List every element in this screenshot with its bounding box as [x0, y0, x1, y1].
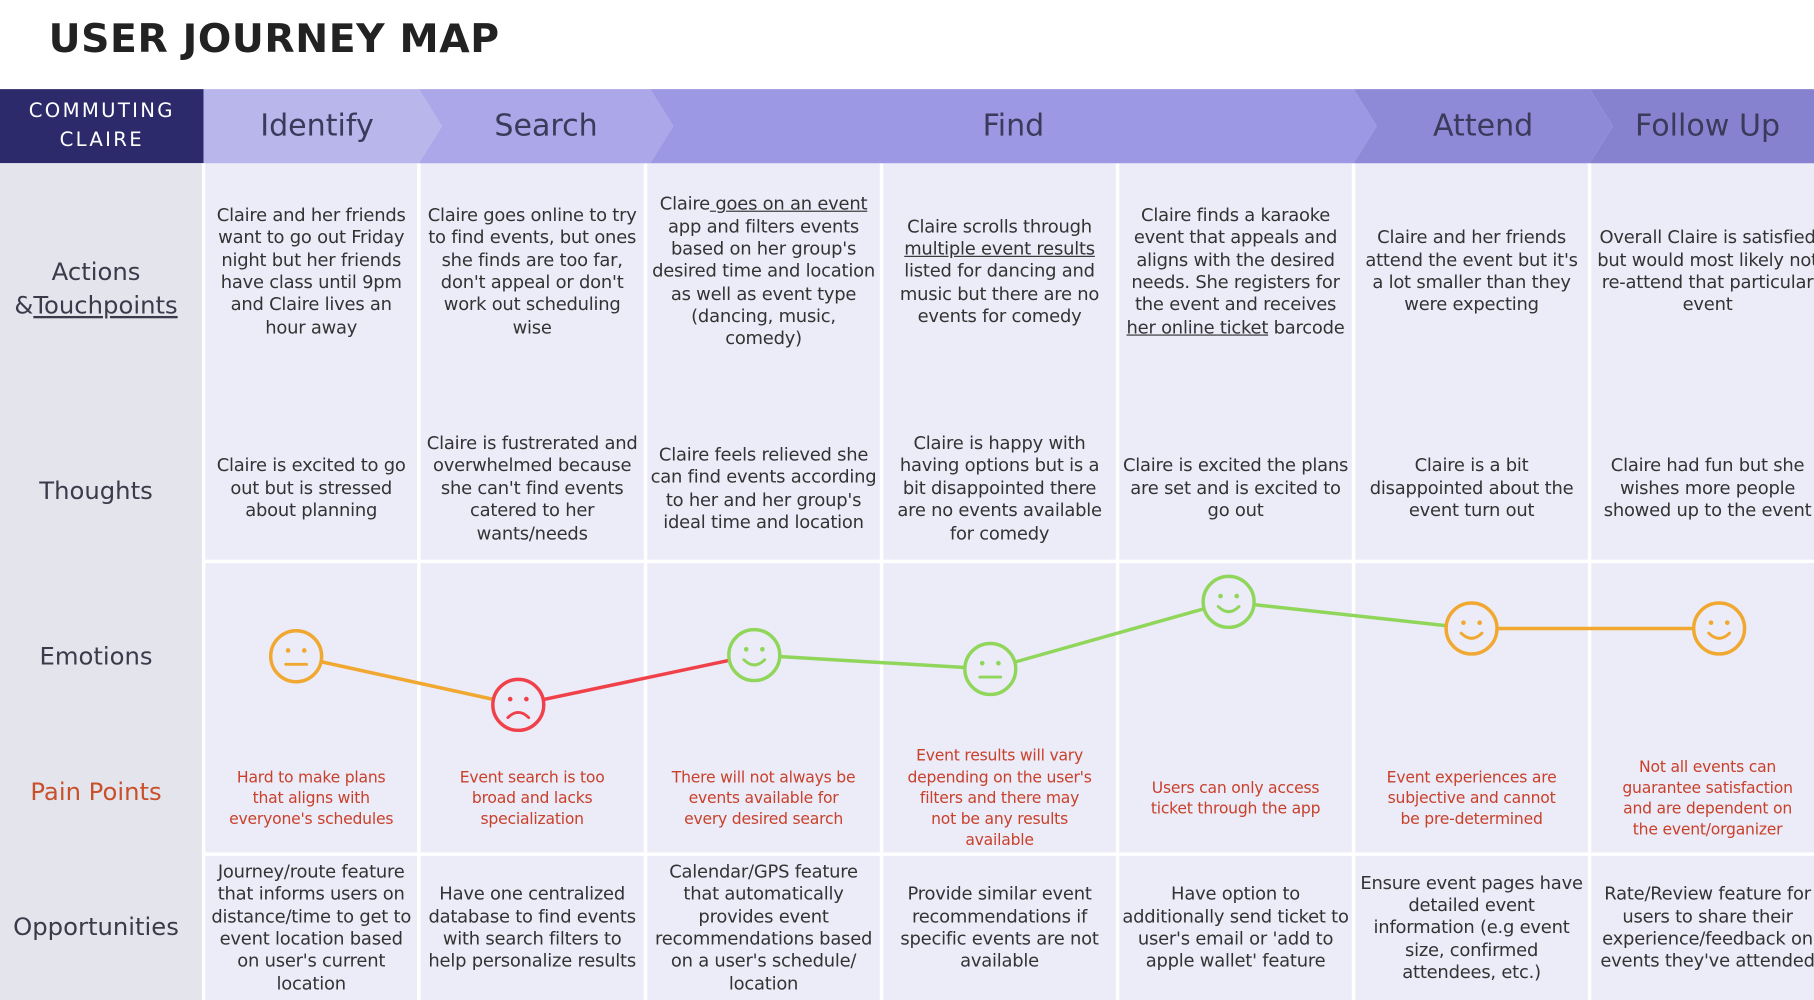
thoughts-cell: Claire is excited the plans are set and … — [1122, 455, 1349, 522]
rich-text: Claire goes on an event app and filters … — [650, 194, 877, 351]
thoughts-cell: Claire had fun but she wishes more peopl… — [1603, 455, 1812, 522]
opportunities-cell: Calendar/GPS feature that automatically … — [654, 860, 873, 994]
stage-label: Search — [494, 108, 598, 144]
text: Actions & — [14, 257, 141, 320]
actions-cell: Claire goes on an event app and filters … — [646, 174, 882, 371]
thoughts-cell: Claire is excited to go out but is stres… — [216, 455, 406, 522]
face-part — [996, 660, 1001, 666]
pain-points-cell: Event search is too broad and lacks spec… — [459, 768, 605, 829]
row-label: Pain Points — [30, 778, 162, 806]
emotion-faces — [268, 574, 1747, 733]
stage-arrows — [203, 89, 1814, 164]
rich-text: Claire scrolls through multiple event re… — [886, 216, 1113, 328]
opportunities-cell: Rate/Review feature for users to share t… — [1600, 883, 1814, 972]
stage-label: Follow Up — [1635, 108, 1781, 144]
face-part — [1477, 620, 1482, 626]
text: Claire scrolls through — [907, 215, 1092, 237]
face-part — [979, 660, 985, 666]
opportunities-cell: Provide similar event recommendations if… — [900, 883, 1099, 972]
opportunities-cell: Have option to additionally send ticket … — [1122, 883, 1349, 972]
text: Touchpoints — [33, 291, 178, 320]
row-label: Emotions — [39, 642, 153, 670]
actions-cell: Claire finds a karaoke event that appeal… — [1118, 174, 1354, 371]
face-part — [1461, 620, 1466, 626]
text: barcode — [1268, 316, 1345, 338]
face-part — [727, 627, 782, 683]
stage-label: Identify — [260, 108, 374, 144]
text: Claire finds a karaoke event that appeal… — [1131, 204, 1340, 316]
pain-points-cell: Users can only access ticket through the… — [1150, 778, 1321, 819]
actions-cell: Claire goes online to try to find events… — [427, 204, 637, 338]
opportunities-cell: Ensure event pages have detailed event i… — [1360, 872, 1583, 983]
persona: COMMUTING CLAIRE — [0, 89, 204, 164]
face-part — [285, 648, 291, 653]
text: app and filters events based on her grou… — [652, 215, 875, 349]
stage-label: Attend — [1432, 108, 1534, 144]
thoughts-cell: Claire is a bit disappointed about the e… — [1369, 455, 1574, 522]
face-part — [1234, 593, 1240, 599]
row-label: Thoughts — [39, 477, 153, 505]
face-part — [301, 648, 307, 653]
rich-text: Actions &Touchpoints — [0, 255, 192, 323]
dividers — [201, 163, 1814, 1000]
row-label: Actions &Touchpoints — [0, 174, 192, 405]
label-column — [0, 163, 204, 1000]
face-part — [506, 710, 531, 720]
face-part — [524, 696, 529, 702]
face-part — [1691, 601, 1747, 656]
text: listed for dancing and music but there a… — [899, 260, 1100, 327]
face-part — [268, 629, 324, 684]
body-bg — [203, 163, 1814, 1000]
rich-text: Claire finds a karaoke event that appeal… — [1122, 205, 1349, 340]
text: her online ticket — [1126, 316, 1269, 338]
face-part — [1724, 620, 1730, 626]
text: Claire — [659, 193, 710, 215]
face-part — [1201, 574, 1256, 630]
text: goes on an event — [709, 193, 868, 215]
face-part — [1708, 620, 1714, 626]
face-part — [1459, 631, 1484, 640]
face-part — [743, 646, 749, 652]
face-part — [1444, 601, 1499, 656]
face-part — [491, 677, 546, 733]
emotion-line — [295, 600, 1720, 707]
pain-points-cell: Hard to make plans that aligns with ever… — [229, 768, 394, 829]
face-part — [1707, 631, 1731, 640]
actions-cell: Claire scrolls through multiple event re… — [882, 174, 1118, 371]
opportunities-cell: Journey/route feature that informs users… — [211, 860, 412, 994]
title: USER JOURNEY MAP — [48, 16, 500, 63]
actions-cell: Claire and her friends want to go out Fr… — [216, 204, 406, 338]
actions-cell: Claire and her friends attend the event … — [1365, 227, 1578, 316]
thoughts-cell: Claire is fustrerated and overwhelmed be… — [426, 432, 638, 544]
face-part — [742, 658, 767, 667]
text: multiple event results — [904, 238, 1095, 260]
thoughts-cell: Claire is happy with having options but … — [897, 432, 1102, 544]
actions-cell: Overall Claire is satisfied but would mo… — [1597, 227, 1814, 316]
face-part — [963, 641, 1018, 697]
stage-label: Find — [982, 108, 1045, 144]
face-part — [507, 696, 513, 702]
thoughts-cell: Claire feels relieved she can find event… — [650, 444, 877, 533]
pain-points-cell: Not all events can guarantee satisfactio… — [1622, 757, 1793, 840]
face-part — [760, 646, 765, 652]
pain-points-cell: There will not always be events availabl… — [671, 768, 856, 829]
pain-points-cell: Event results will vary depending on the… — [907, 747, 1092, 850]
opportunities-cell: Have one centralized database to find ev… — [428, 883, 636, 972]
face-part — [1216, 605, 1241, 614]
face-part — [1218, 593, 1223, 599]
pain-points-cell: Event experiences are subjective and can… — [1386, 768, 1557, 829]
row-label: Opportunities — [13, 913, 179, 942]
